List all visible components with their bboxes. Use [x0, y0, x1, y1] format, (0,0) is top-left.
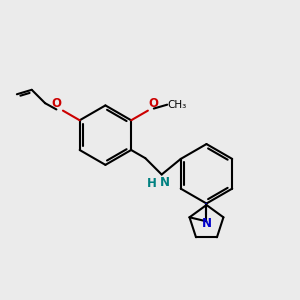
Text: H: H: [147, 178, 157, 190]
Text: N: N: [202, 217, 212, 230]
Text: N: N: [160, 176, 170, 189]
Text: CH₃: CH₃: [167, 100, 187, 110]
Text: O: O: [149, 97, 159, 110]
Text: O: O: [52, 97, 61, 110]
